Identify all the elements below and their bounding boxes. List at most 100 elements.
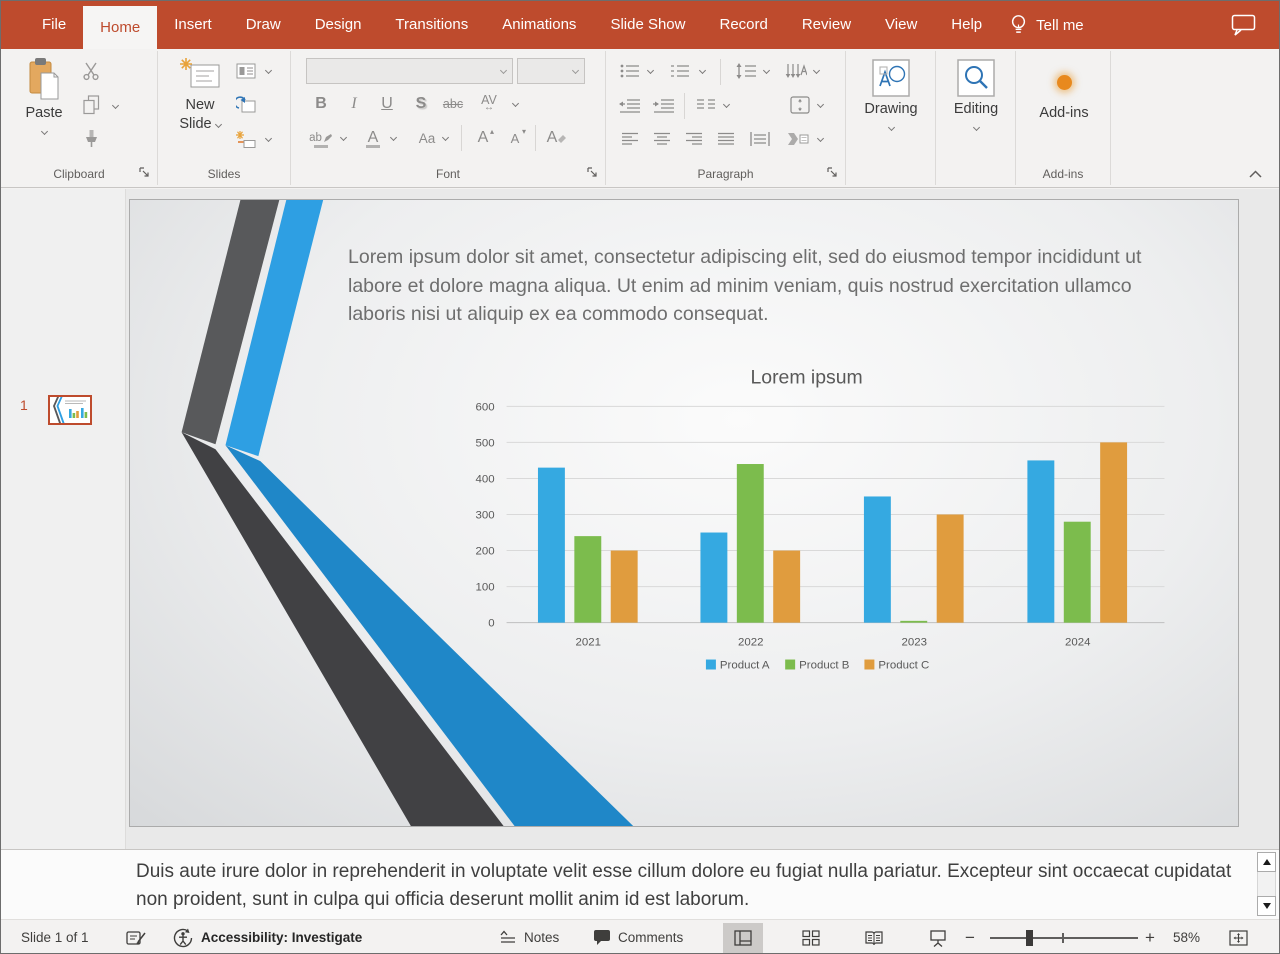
section-button[interactable] (234, 127, 258, 151)
align-text-button[interactable] (788, 93, 812, 117)
drawing-button[interactable]: Drawing (859, 59, 923, 135)
spell-check-button[interactable] (126, 920, 147, 953)
align-text-dropdown[interactable] (816, 100, 825, 109)
collapse-ribbon-button[interactable] (1248, 169, 1263, 179)
numbering-button[interactable] (668, 59, 692, 83)
justify-button[interactable] (714, 127, 738, 151)
normal-view-button[interactable] (723, 923, 763, 953)
slide-layout-button[interactable] (234, 59, 258, 83)
underline-button[interactable]: U (381, 95, 393, 112)
slide-body-text[interactable]: Lorem ipsum dolor sit amet, consectetur … (348, 246, 1142, 325)
change-case-button[interactable]: Aa (418, 130, 436, 146)
notes-pane[interactable]: Duis aute irure dolor in reprehenderit i… (1, 849, 1279, 919)
decor-blue-band-top[interactable] (225, 200, 324, 457)
increase-indent-button[interactable] (652, 93, 676, 117)
tell-me[interactable]: Tell me (1009, 1, 1084, 49)
zoom-slider-thumb[interactable] (1026, 930, 1033, 946)
comments-button-top[interactable] (1231, 14, 1257, 41)
paste-button[interactable]: Paste (15, 57, 73, 139)
notes-text[interactable]: Duis aute irure dolor in reprehenderit i… (136, 861, 1232, 910)
italic-button[interactable]: I (351, 95, 357, 112)
addins-button[interactable]: Add-ins (1032, 57, 1096, 123)
font-name-combo[interactable] (306, 58, 513, 84)
zoom-level[interactable]: 58% (1173, 930, 1201, 945)
slide-show-button[interactable] (918, 923, 958, 953)
columns-button[interactable] (694, 93, 718, 117)
align-center-button[interactable] (650, 127, 674, 151)
bar-product-c-2022[interactable] (773, 550, 801, 623)
menu-tab-record[interactable]: Record (719, 16, 768, 33)
shrink-font-button[interactable]: A ▾ (510, 127, 526, 146)
bar-product-a-2023[interactable] (863, 496, 891, 623)
clear-formatting-button[interactable]: A (543, 125, 571, 151)
align-right-button[interactable] (682, 127, 706, 151)
align-left-button[interactable] (618, 127, 642, 151)
scroll-down-button[interactable] (1257, 896, 1276, 916)
accessibility-checker-button[interactable] (173, 920, 193, 953)
section-dropdown[interactable] (264, 134, 273, 143)
cut-button[interactable] (79, 59, 103, 83)
fit-to-window-button[interactable] (1229, 920, 1248, 953)
scroll-up-button[interactable] (1257, 852, 1276, 872)
menu-tab-file[interactable]: File (42, 16, 67, 33)
bold-button[interactable]: B (315, 95, 327, 112)
bar-product-a-2022[interactable] (700, 532, 728, 623)
notes-toggle-button[interactable]: Notes (499, 920, 559, 953)
smartart-button[interactable] (786, 127, 810, 151)
reset-slide-button[interactable] (234, 93, 258, 117)
zoom-in-button[interactable]: + (1145, 927, 1155, 947)
bar-product-b-2023[interactable] (900, 620, 928, 623)
bar-product-a-2021[interactable] (537, 467, 565, 623)
bar-product-a-2024[interactable] (1027, 460, 1055, 623)
format-painter-button[interactable] (79, 127, 103, 151)
slide-sorter-view-button[interactable] (791, 923, 831, 953)
accessibility-status[interactable]: Accessibility: Investigate (201, 930, 363, 945)
reading-view-button[interactable] (854, 923, 894, 953)
menu-tab-review[interactable]: Review (801, 16, 852, 33)
chart-title[interactable]: Lorem ipsum (750, 366, 862, 388)
menu-tab-home[interactable]: Home (83, 6, 158, 49)
character-spacing-dropdown[interactable] (511, 99, 520, 108)
numbering-dropdown[interactable] (698, 66, 707, 75)
font-color-button[interactable]: A (366, 129, 380, 148)
highlight-dropdown[interactable] (339, 133, 348, 142)
menu-tab-design[interactable]: Design (314, 16, 362, 33)
paragraph-dialog-launcher[interactable] (827, 167, 839, 179)
slide-thumbnail[interactable] (48, 395, 92, 425)
font-color-dropdown[interactable] (389, 133, 398, 142)
scroll-track[interactable] (1257, 872, 1276, 896)
comments-toggle-button[interactable]: Comments (593, 920, 683, 953)
bar-product-b-2021[interactable] (574, 536, 602, 623)
bullets-button[interactable] (618, 59, 642, 83)
decor-blue-band-bottom[interactable] (225, 445, 634, 826)
line-spacing-button[interactable] (734, 59, 758, 83)
columns-dropdown[interactable] (722, 100, 731, 109)
text-direction-dropdown[interactable] (812, 66, 821, 75)
bar-product-b-2024[interactable] (1063, 521, 1091, 623)
menu-tab-insert[interactable]: Insert (174, 16, 212, 33)
menu-tab-transitions[interactable]: Transitions (395, 16, 469, 33)
slide-layout-dropdown[interactable] (264, 66, 273, 75)
bullets-dropdown[interactable] (646, 66, 655, 75)
decor-dark-band-bottom[interactable] (181, 432, 504, 826)
character-spacing-button[interactable]: AV ↔ (481, 93, 497, 113)
smartart-dropdown[interactable] (816, 134, 825, 143)
editing-button[interactable]: Editing (945, 59, 1007, 135)
notes-scrollbar[interactable] (1257, 852, 1276, 916)
menu-tab-slide-show[interactable]: Slide Show (610, 16, 686, 33)
bar-product-c-2021[interactable] (610, 550, 638, 623)
line-spacing-dropdown[interactable] (762, 66, 771, 75)
text-direction-button[interactable] (784, 59, 808, 83)
font-size-combo[interactable] (517, 58, 585, 84)
decrease-indent-button[interactable] (618, 93, 642, 117)
clipboard-dialog-launcher[interactable] (139, 167, 151, 179)
zoom-out-button[interactable]: − (965, 927, 975, 947)
strikethrough-button[interactable]: abc (442, 97, 464, 111)
bar-product-c-2024[interactable] (1100, 442, 1128, 623)
highlight-button[interactable]: ab (307, 125, 335, 151)
text-shadow-button[interactable]: S (415, 95, 427, 112)
grow-font-button[interactable]: A ▴ (477, 127, 494, 146)
bar-product-c-2023[interactable] (936, 514, 964, 623)
menu-tab-view[interactable]: View (885, 16, 918, 33)
new-slide-button[interactable]: New Slide (170, 57, 230, 134)
